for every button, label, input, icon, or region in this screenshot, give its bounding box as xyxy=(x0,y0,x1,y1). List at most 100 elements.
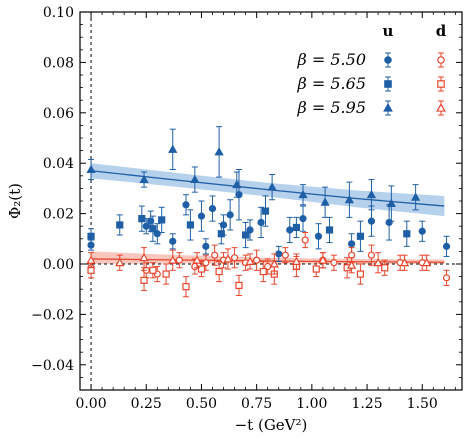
data-point xyxy=(314,232,323,240)
x-tick-label: 1.00 xyxy=(296,396,327,412)
data-point xyxy=(399,257,410,267)
tick-labels: 0.00 0.25 0.50 0.75 1.00 1.25 1.50 −0.04 −0.02 0.… xyxy=(31,5,438,412)
data-point xyxy=(190,174,200,184)
legend-column-u: u xyxy=(383,22,394,40)
data-point xyxy=(116,221,124,229)
data-point xyxy=(366,189,377,199)
data-point xyxy=(162,270,170,278)
data-point xyxy=(202,242,210,250)
data-point xyxy=(330,259,338,267)
series-u-triangle xyxy=(86,126,421,222)
data-point xyxy=(373,257,383,267)
data-point xyxy=(149,266,157,274)
legend-column-d: d xyxy=(436,22,447,40)
y-tick-label: 0.10 xyxy=(43,5,74,21)
y-tick-label: −0.02 xyxy=(31,307,74,323)
data-point xyxy=(356,270,365,278)
data-point xyxy=(182,283,190,291)
data-point xyxy=(291,256,302,265)
data-point xyxy=(139,174,149,184)
data-point xyxy=(211,251,219,259)
x-tick-label: 0.00 xyxy=(75,396,106,412)
data-point xyxy=(197,212,206,220)
data-point xyxy=(186,221,195,229)
legend-marker xyxy=(384,80,392,88)
y-tick-label: −0.04 xyxy=(31,358,74,374)
data-point xyxy=(281,251,289,259)
data-point xyxy=(325,226,334,234)
legend-label: β = 5.50 xyxy=(297,50,366,69)
legend-marker xyxy=(437,56,445,64)
data-point xyxy=(202,259,210,267)
data-point xyxy=(245,256,255,265)
data-point xyxy=(347,240,356,248)
data-point xyxy=(320,197,330,206)
data-point xyxy=(115,257,125,267)
data-point xyxy=(386,198,396,207)
data-point xyxy=(158,216,166,224)
y-tick-label: 0.04 xyxy=(43,156,74,172)
x-tick-label: 0.50 xyxy=(186,396,217,412)
data-point xyxy=(442,242,451,250)
series-u-circle xyxy=(87,169,451,262)
data-point xyxy=(149,225,157,233)
series-u-square xyxy=(87,195,411,252)
data-point xyxy=(418,227,426,235)
data-point xyxy=(86,164,96,173)
data-point xyxy=(299,215,307,223)
data-point xyxy=(403,230,411,238)
x-tick-label: 0.25 xyxy=(131,396,162,412)
data-point xyxy=(192,255,202,264)
data-point xyxy=(411,192,421,201)
data-point xyxy=(140,276,148,284)
data-points xyxy=(86,126,451,298)
data-point xyxy=(367,217,376,225)
axis-ticks xyxy=(80,11,462,390)
data-point xyxy=(242,231,250,239)
data-point xyxy=(86,255,96,264)
data-point xyxy=(381,264,389,272)
data-point xyxy=(261,207,270,215)
y-tick-label: 0.08 xyxy=(43,55,74,71)
x-tick-label: 1.25 xyxy=(351,396,382,412)
data-point xyxy=(169,237,177,245)
data-point xyxy=(312,265,320,273)
legend: u d β = 5.50 β = 5.65 β = 5.95 xyxy=(297,22,447,117)
data-point xyxy=(356,232,365,240)
data-point xyxy=(344,194,355,204)
data-point xyxy=(286,226,294,234)
data-point xyxy=(168,255,178,264)
data-point xyxy=(217,230,225,238)
data-point xyxy=(223,254,233,263)
data-point xyxy=(230,254,239,262)
data-point xyxy=(346,260,357,269)
legend-marker xyxy=(383,102,393,112)
data-point xyxy=(318,255,328,264)
data-point xyxy=(301,236,309,244)
data-point xyxy=(147,217,155,225)
data-point xyxy=(253,256,261,264)
data-point xyxy=(208,204,217,213)
legend-label: β = 5.95 xyxy=(297,98,366,117)
y-tick-label: 0.02 xyxy=(43,207,74,223)
data-point xyxy=(197,265,206,273)
data-point xyxy=(298,189,308,199)
data-point xyxy=(442,274,451,282)
data-point xyxy=(232,179,242,189)
data-point xyxy=(175,256,183,264)
legend-marker xyxy=(384,56,392,64)
data-point xyxy=(138,215,146,223)
data-point xyxy=(226,211,234,219)
y-tick-label: 0.06 xyxy=(43,106,74,122)
legend-label: β = 5.65 xyxy=(297,74,366,93)
data-point xyxy=(142,222,150,230)
data-point xyxy=(257,218,265,227)
data-point xyxy=(267,182,277,191)
series-d-triangle xyxy=(86,247,432,275)
x-tick-label: 0.75 xyxy=(241,396,272,412)
data-point xyxy=(214,147,224,156)
y-tick-label: 0.00 xyxy=(43,257,74,273)
data-point xyxy=(215,267,223,276)
